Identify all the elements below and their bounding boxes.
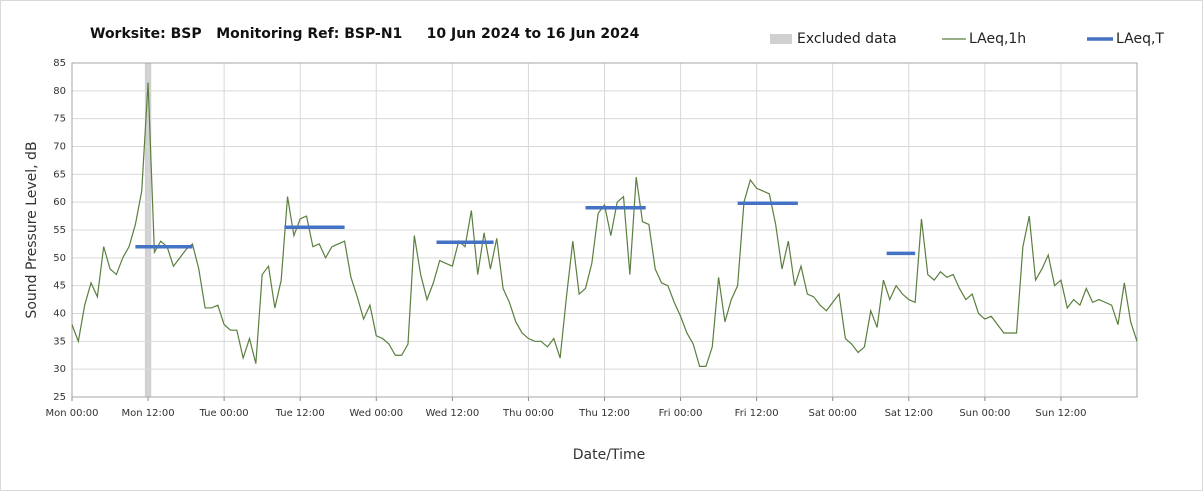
x-tick-label: Fri 12:00: [735, 408, 779, 419]
y-tick-label: 85: [53, 58, 66, 69]
x-tick-label: Mon 12:00: [122, 408, 175, 419]
y-tick-label: 70: [53, 142, 66, 153]
legend-label: LAeq,T: [1116, 31, 1164, 47]
y-axis-label: Sound Pressure Level, dB: [24, 141, 40, 318]
x-tick-label: Thu 12:00: [578, 408, 630, 419]
x-tick-label: Mon 00:00: [45, 408, 98, 419]
x-tick-label: Sat 12:00: [885, 408, 933, 419]
y-tick-label: 80: [53, 86, 66, 97]
legend-label: Excluded data: [797, 31, 897, 47]
legend-swatch: [770, 34, 792, 44]
x-tick-label: Thu 00:00: [502, 408, 554, 419]
y-tick-label: 75: [53, 114, 66, 125]
x-tick-label: Tue 00:00: [199, 408, 249, 419]
y-tick-label: 30: [53, 364, 66, 375]
y-tick-label: 25: [53, 392, 66, 403]
x-tick-label: Sun 12:00: [1035, 408, 1086, 419]
x-tick-label: Tue 12:00: [275, 408, 325, 419]
legend-label: LAeq,1h: [969, 31, 1026, 47]
x-tick-label: Sat 00:00: [809, 408, 857, 419]
x-axis-label: Date/Time: [573, 447, 645, 463]
data-line: [71, 82, 1138, 367]
y-tick-label: 65: [53, 169, 66, 180]
x-tick-label: Fri 00:00: [659, 408, 703, 419]
plot-frame: [71, 62, 1138, 398]
x-tick-label: Sun 00:00: [959, 408, 1010, 419]
y-tick-label: 55: [53, 225, 66, 236]
y-tick-label: 50: [53, 253, 66, 264]
y-tick-label: 40: [53, 309, 66, 320]
x-tick-label: Wed 12:00: [425, 408, 479, 419]
y-tick-label: 35: [53, 336, 66, 347]
y-tick-label: 45: [53, 281, 66, 292]
x-tick-label: Wed 00:00: [349, 408, 403, 419]
y-tick-label: 60: [53, 197, 66, 208]
chart-title: Worksite: BSP Monitoring Ref: BSP-N1 10 …: [90, 26, 640, 42]
